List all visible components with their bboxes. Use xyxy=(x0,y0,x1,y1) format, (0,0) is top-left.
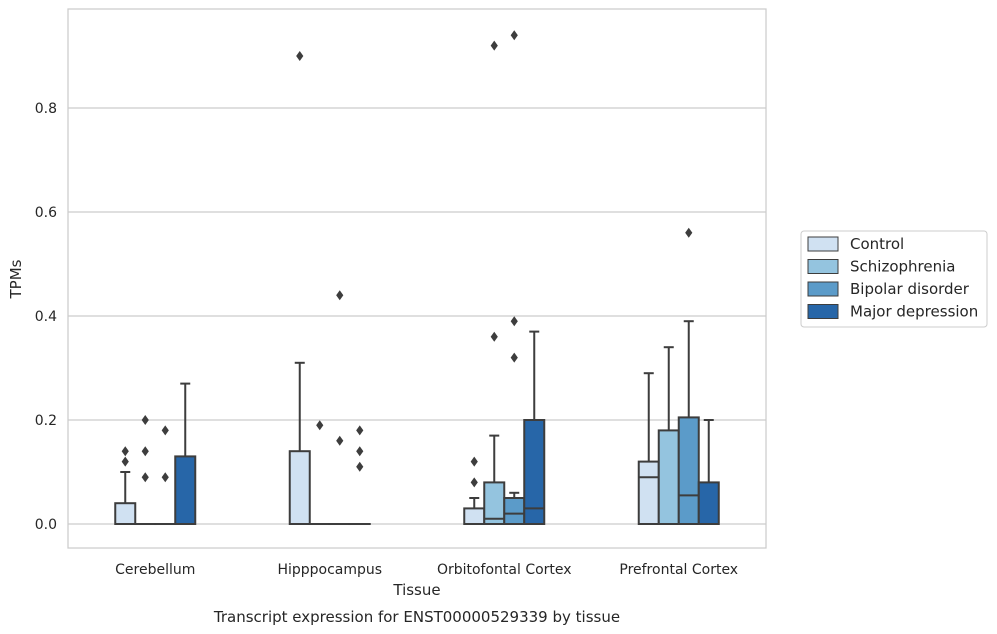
y-tick-label: 0.6 xyxy=(35,205,57,221)
plot-frame xyxy=(67,8,767,549)
outlier-point xyxy=(510,316,518,327)
outlier-point xyxy=(356,446,364,457)
box-rect xyxy=(657,429,680,525)
outlier-point xyxy=(490,331,498,342)
box-major-depression xyxy=(348,425,371,526)
box-bipolar-disorder xyxy=(677,227,700,525)
outlier-point xyxy=(121,456,129,467)
box-rect xyxy=(523,419,546,525)
box-schizophrenia xyxy=(308,420,331,526)
box-rect xyxy=(288,450,311,526)
legend-label: Bipolar disorder xyxy=(850,280,970,298)
box-control xyxy=(637,372,660,526)
box-rect xyxy=(677,416,700,525)
box-rect xyxy=(463,507,486,525)
x-axis-title: Tissue xyxy=(392,581,440,599)
box-series xyxy=(114,30,720,526)
box-major-depression xyxy=(174,382,197,525)
outlier-point xyxy=(356,425,364,436)
box-rect xyxy=(174,455,197,525)
y-tick-label: 0.0 xyxy=(35,517,57,533)
outlier-point xyxy=(161,425,169,436)
legend-label: Major depression xyxy=(850,303,978,321)
outlier-point xyxy=(141,415,149,425)
y-tick-label: 0.2 xyxy=(35,413,57,429)
y-tick-label: 0.8 xyxy=(35,101,57,117)
outlier-point xyxy=(141,472,149,483)
y-axis-title: TPMs xyxy=(7,259,25,299)
box-schizophrenia xyxy=(657,346,680,525)
outlier-point xyxy=(161,472,169,483)
x-tick-label: Cerebellum xyxy=(115,562,195,578)
box-control xyxy=(288,51,311,526)
y-tick-label: 0.4 xyxy=(35,309,57,325)
box-bipolar-disorder xyxy=(154,425,177,526)
box-rect xyxy=(503,497,526,525)
box-bipolar-disorder xyxy=(503,30,526,525)
y-tick-labels: 0.0 0.2 0.4 0.6 0.8 xyxy=(35,101,57,533)
outlier-point xyxy=(121,446,129,457)
box-major-depression xyxy=(697,419,720,525)
box-schizophrenia xyxy=(483,40,506,525)
chart-title: Transcript expression for ENST0000052933… xyxy=(213,608,620,626)
outlier-point xyxy=(141,446,149,457)
box-rect xyxy=(637,460,660,526)
x-tick-label: Prefrontal Cortex xyxy=(619,562,738,578)
outlier-point xyxy=(470,477,478,488)
box-bipolar-disorder xyxy=(328,290,351,526)
legend-swatch xyxy=(807,304,839,319)
box-schizophrenia xyxy=(134,415,157,526)
box-major-depression xyxy=(523,330,546,525)
box-rect xyxy=(697,481,720,525)
legend-swatch xyxy=(807,236,839,252)
outlier-point xyxy=(296,51,304,61)
legend: Control Schizophrenia Bipolar disorder Majo… xyxy=(800,230,988,328)
outlier-point xyxy=(336,435,344,446)
legend-swatch xyxy=(807,259,839,274)
legend-swatch xyxy=(807,281,839,297)
x-tick-label: Orbitofontal Cortex xyxy=(437,562,572,578)
outlier-point xyxy=(685,227,693,238)
legend-label: Control xyxy=(850,235,904,253)
x-tick-labels: Cerebellum Hipppocampus Orbitofontal Corte… xyxy=(115,562,738,578)
outlier-point xyxy=(336,290,344,301)
legend-frame xyxy=(800,230,988,328)
outlier-point xyxy=(470,456,478,467)
box-rect xyxy=(114,502,137,526)
outlier-point xyxy=(356,461,364,472)
legend-label: Schizophrenia xyxy=(850,258,955,276)
x-tick-label: Hipppocampus xyxy=(277,562,382,578)
outlier-point xyxy=(490,40,498,51)
outlier-point xyxy=(316,420,324,431)
box-control xyxy=(114,446,137,526)
box-control xyxy=(463,456,486,525)
outlier-point xyxy=(510,30,518,41)
box-rect xyxy=(483,481,506,525)
outlier-point xyxy=(510,352,518,363)
